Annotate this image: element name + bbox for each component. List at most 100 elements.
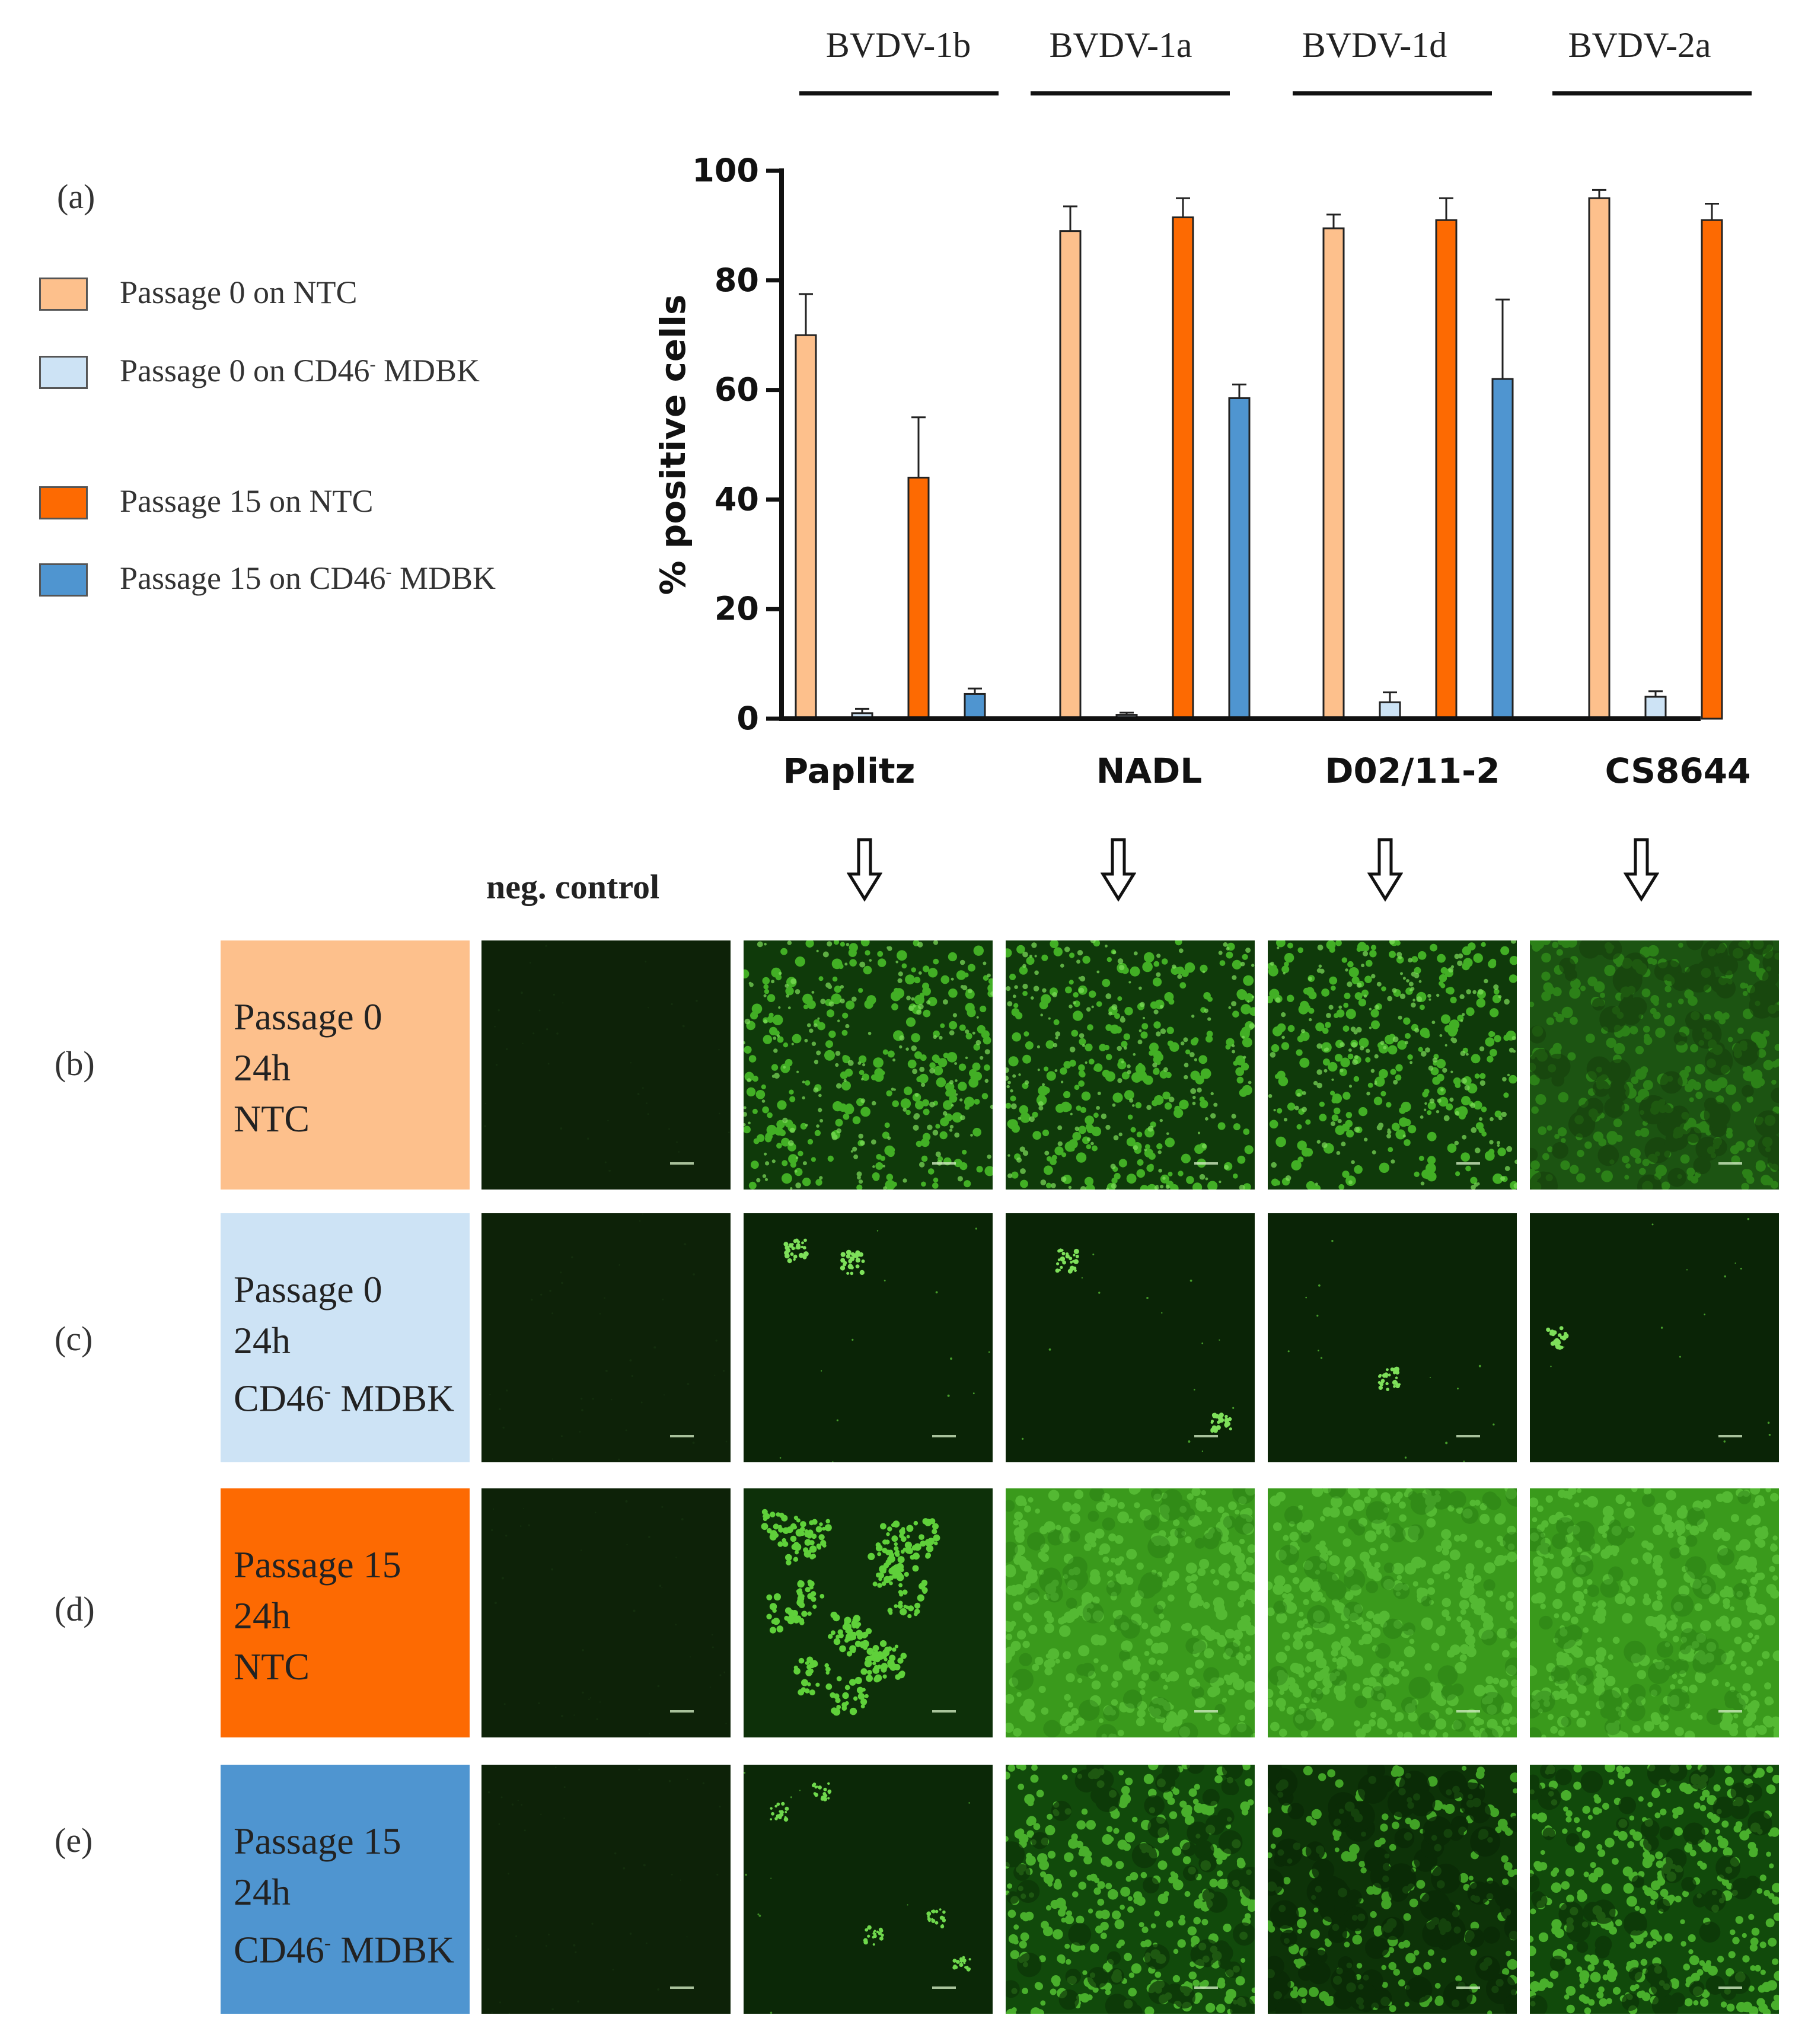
scale-bar [1456, 1710, 1480, 1713]
legend-label: Passage 15 on NTC [120, 483, 374, 519]
legend-label: Passage 0 on NTC [120, 275, 358, 310]
condition-label-line: NTC [234, 1098, 310, 1140]
micrograph-cs8644 [1530, 1488, 1779, 1737]
condition-label-line: Passage 0 [234, 996, 382, 1038]
bar-paplitz-series-0 [795, 334, 817, 720]
micrograph-d02-11-2 [1268, 940, 1517, 1190]
scale-bar [932, 1986, 956, 1989]
genotype-underline-2 [1031, 91, 1230, 95]
micrograph-cs8644 [1530, 1765, 1779, 2014]
micrograph-cs8644 [1530, 940, 1779, 1190]
micrograph-d02-11-2 [1268, 1213, 1517, 1462]
scale-bar [932, 1435, 956, 1437]
micrograph-nadl [1006, 940, 1255, 1190]
genotype-header-bvdv-1b: BVDV-1b [825, 25, 971, 65]
micrograph-paplitz [744, 1213, 993, 1462]
micrograph-paplitz [744, 1488, 993, 1737]
condition-label-line: 24h [234, 1319, 291, 1361]
legend-swatch [39, 278, 88, 311]
down-arrow-icon [1624, 838, 1659, 902]
genotype-header-bvdv-2a: BVDV-2a [1568, 25, 1711, 65]
scale-bar [670, 1986, 694, 1989]
scale-bar [1718, 1986, 1742, 1989]
condition-label-line: NTC [234, 1646, 310, 1688]
condition-label-line: Passage 15 [234, 1820, 401, 1862]
micrograph-nadl [1006, 1213, 1255, 1462]
y-axis-label: % positive cells [653, 294, 693, 595]
scale-bar [1456, 1986, 1480, 1989]
condition-label-line: CD46- MDBK [234, 1928, 455, 1971]
scale-bar [1718, 1435, 1742, 1437]
condition-label-line: 24h [234, 1595, 291, 1637]
legend-swatch [39, 563, 88, 597]
genotype-header-bvdv-1a: BVDV-1a [1049, 25, 1192, 65]
panel-label-c: (c) [55, 1319, 93, 1358]
bar-paplitz-series-2 [907, 476, 930, 720]
micrograph-neg-control [481, 1488, 731, 1737]
condition-label-line: CD46- MDBK [234, 1377, 455, 1420]
scale-bar [932, 1710, 956, 1713]
scale-bar [1718, 1710, 1742, 1713]
panel-label-a: (a) [57, 177, 95, 216]
down-arrow-icon [1367, 838, 1403, 902]
micrograph-paplitz [744, 1765, 993, 2014]
micrograph-d02-11-2 [1268, 1765, 1517, 2014]
x-category-label: Paplitz [783, 751, 916, 791]
bar-d02-11-2-series-2 [1435, 219, 1458, 720]
scale-bar [1456, 1435, 1480, 1437]
scale-bar [1194, 1162, 1218, 1165]
condition-label-card: Passage 0 24h CD46- MDBK [221, 1213, 470, 1462]
genotype-underline-4 [1552, 91, 1752, 95]
down-arrow-icon [1101, 838, 1136, 902]
micrograph-neg-control [481, 1213, 731, 1462]
scale-bar [1194, 1710, 1218, 1713]
legend-label: Passage 15 on CD46- MDBK [120, 560, 496, 596]
genotype-underline-3 [1293, 91, 1492, 95]
bar-cs8644-series-2 [1701, 219, 1723, 720]
genotype-underline-1 [799, 91, 999, 95]
scale-bar [1718, 1162, 1742, 1165]
condition-label-card: Passage 15 24h CD46- MDBK [221, 1765, 470, 2014]
legend-label: Passage 0 on CD46- MDBK [120, 353, 480, 388]
y-tick-label: 40 [715, 480, 759, 518]
micrograph-cs8644 [1530, 1213, 1779, 1462]
scale-bar [932, 1162, 956, 1165]
micrograph-neg-control [481, 940, 731, 1190]
y-tick-label: 60 [715, 371, 759, 409]
condition-label-line: Passage 15 [234, 1544, 401, 1586]
condition-label-card: Passage 0 24h NTC [221, 940, 470, 1190]
bar-d02-11-2-series-1 [1379, 701, 1401, 720]
condition-label-line: 24h [234, 1871, 291, 1913]
scale-bar [670, 1162, 694, 1165]
scale-bar [1194, 1986, 1218, 1989]
micrograph-d02-11-2 [1268, 1488, 1517, 1737]
x-category-label: NADL [1096, 751, 1203, 791]
bar-chart: % positive cells 0 20 40 60 80 100 Paplitz NADL D… [653, 152, 1749, 791]
micrograph-nadl [1006, 1765, 1255, 2014]
y-tick-label: 20 [715, 590, 759, 627]
x-category-label: CS8644 [1605, 751, 1749, 791]
scale-bar [670, 1435, 694, 1437]
y-tick-label: 80 [715, 262, 759, 299]
condition-label-line: Passage 0 [234, 1268, 382, 1310]
bar-d02-11-2-series-0 [1322, 227, 1345, 720]
bar-cs8644-series-0 [1588, 197, 1611, 720]
micrograph-nadl [1006, 1488, 1255, 1737]
down-arrow-icon [847, 838, 882, 902]
bar-cs8644-series-1 [1644, 696, 1667, 720]
legend-swatch [39, 356, 88, 389]
scale-bar [1456, 1162, 1480, 1165]
y-tick-label: 0 [736, 700, 759, 737]
bar-nadl-series-2 [1172, 216, 1194, 720]
x-category-label: D02/11-2 [1325, 751, 1500, 791]
bar-nadl-series-0 [1059, 230, 1082, 720]
scale-bar [1194, 1435, 1218, 1437]
panel-label-e: (e) [55, 1821, 93, 1860]
scale-bar [670, 1710, 694, 1713]
condition-label-card: Passage 15 24h NTC [221, 1488, 470, 1737]
y-tick-label: 100 [692, 152, 759, 189]
bar-paplitz-series-3 [964, 693, 986, 720]
panel-label-b: (b) [55, 1044, 95, 1083]
condition-label-line: 24h [234, 1047, 291, 1089]
panel-label-d: (d) [55, 1590, 95, 1628]
